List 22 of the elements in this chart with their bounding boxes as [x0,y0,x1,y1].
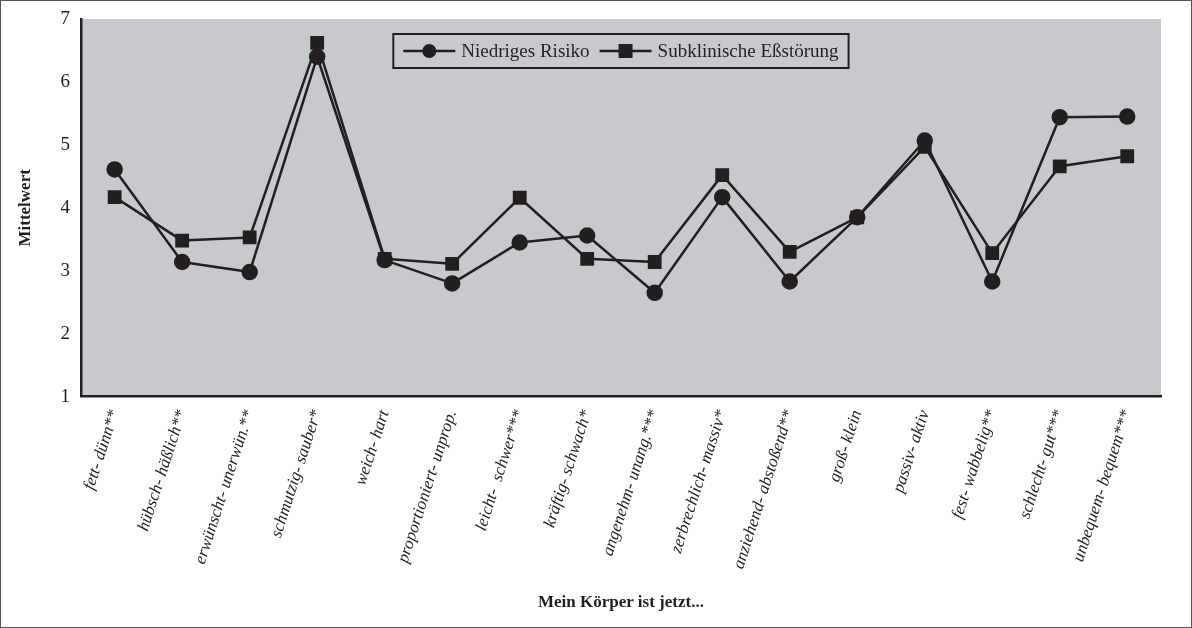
x-tick-label: schlecht- gut*** [1014,407,1068,521]
x-tick-label: hübsch- häßlich** [133,407,191,534]
x-tick-label: groß- klein [824,407,866,485]
y-tick-label: 6 [60,69,70,91]
x-tick-label: kräftig- schwach* [539,407,596,530]
y-tick-label: 3 [60,258,70,280]
x-tick-label: fest- wabbelig** [947,407,1001,521]
x-axis-title: Mein Körper ist jetzt... [538,592,704,612]
x-tick-label: angenehm- unang.*** [597,407,663,559]
legend-label: Subklinische Eßstörung [657,39,840,61]
y-axis-title: Mittelwert [14,168,34,247]
x-tick-label: leicht- schwer*** [470,407,528,533]
y-tick-label: 7 [60,6,70,28]
x-tick-label: weich- hart [350,406,394,488]
y-tick-label: 4 [60,195,71,217]
x-tick-label: erwünscht- unerwün.** [190,407,258,567]
x-tick-label: passiv- aktiv [888,407,933,496]
y-tick-label: 2 [60,321,70,343]
x-tick-label: fett- dünn** [79,407,123,493]
y-tick-label: 1 [60,384,70,406]
y-tick-label: 5 [60,132,70,154]
legend-label: Niedriges Risiko [461,39,590,61]
